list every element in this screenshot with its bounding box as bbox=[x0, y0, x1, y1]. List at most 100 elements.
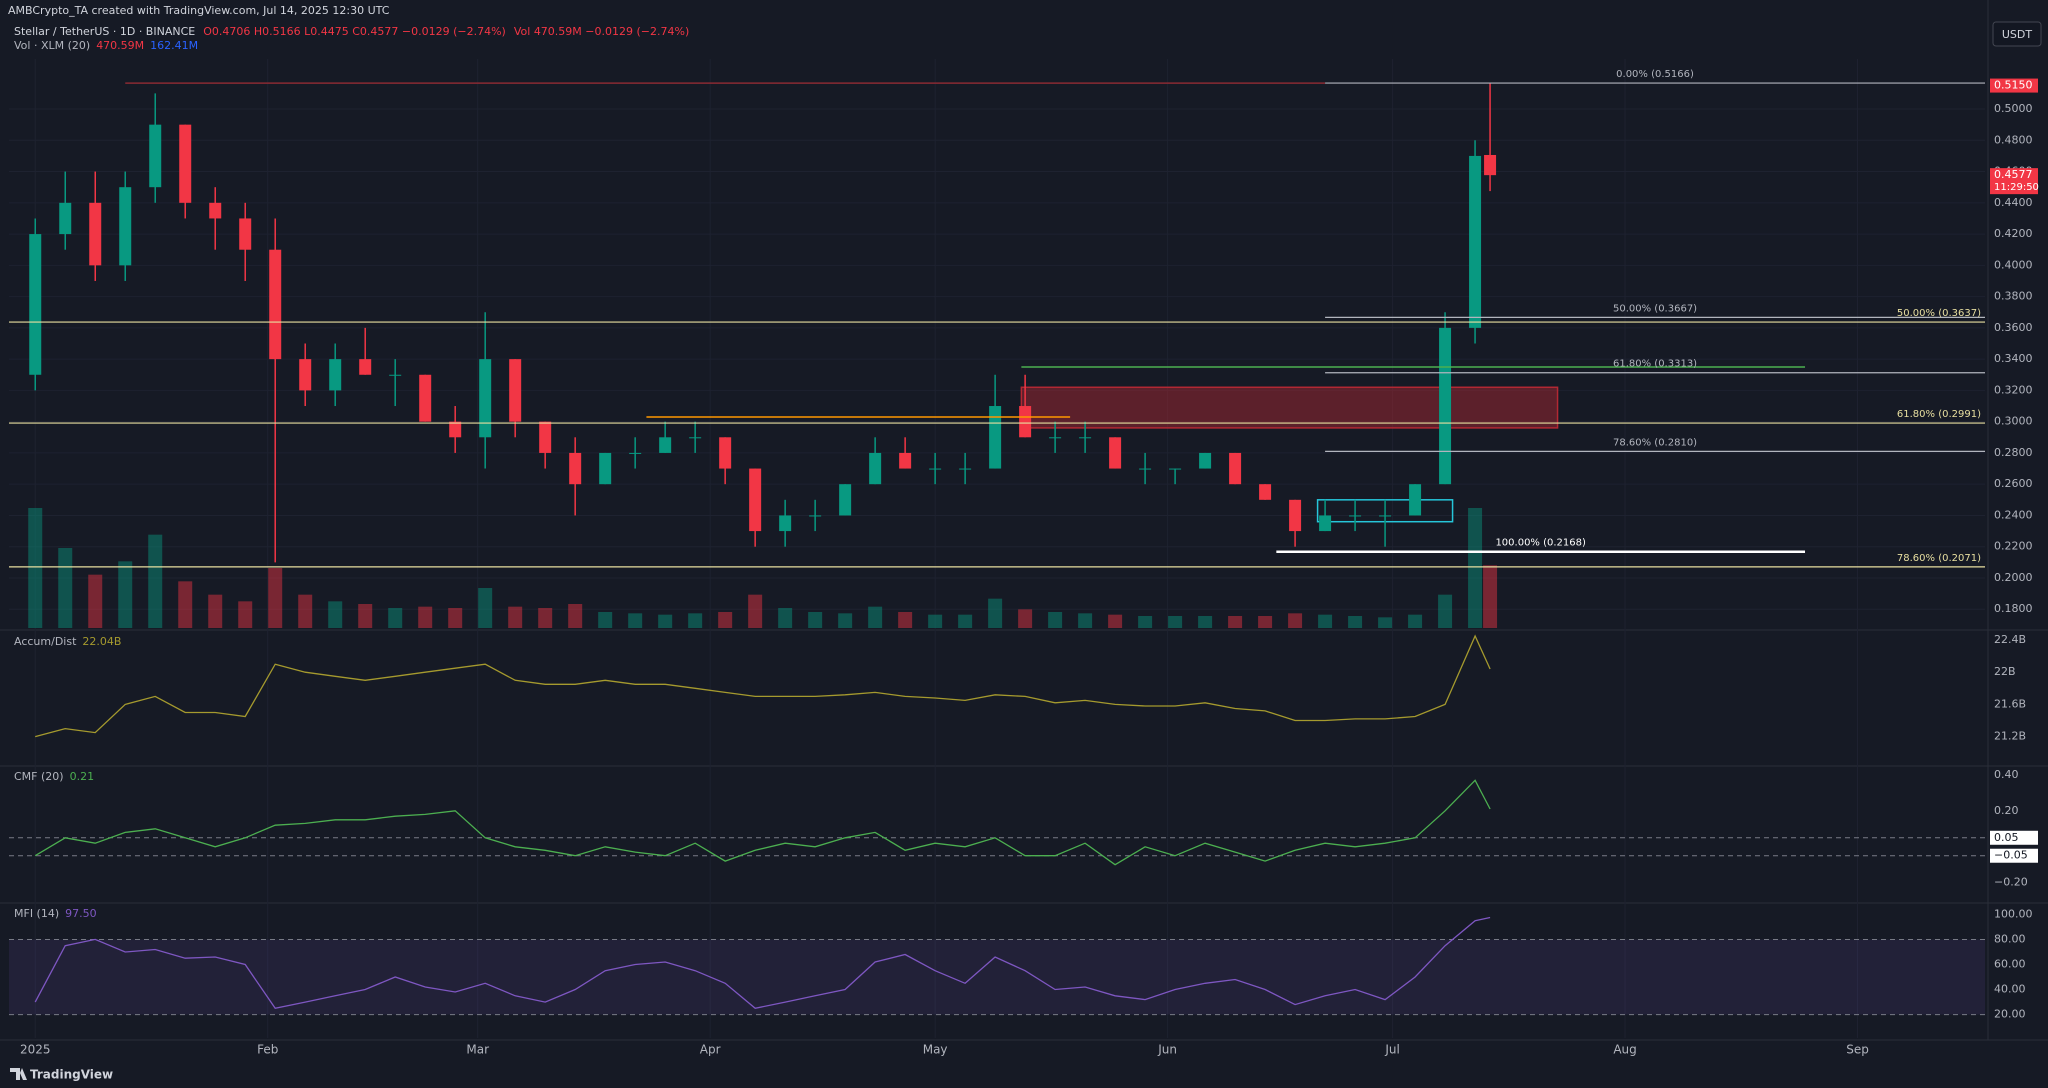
volume-bar bbox=[268, 568, 283, 628]
candle-body bbox=[1109, 437, 1122, 469]
volume-bar bbox=[358, 604, 373, 628]
volume-ma-value: 162.41M bbox=[150, 39, 198, 52]
y-tick-label: 100.00 bbox=[1994, 907, 2033, 920]
zone bbox=[1020, 386, 1559, 429]
x-tick-label: Jun bbox=[1157, 1043, 1177, 1057]
indicator-title: Accum/Dist bbox=[14, 635, 77, 648]
candle-body bbox=[1049, 437, 1062, 439]
y-tick-label: 0.4800 bbox=[1994, 133, 2033, 146]
y-tick-label: 20.00 bbox=[1994, 1008, 2026, 1021]
volume-bar bbox=[778, 608, 793, 628]
volume-bar bbox=[328, 601, 343, 628]
indicator-value: 97.50 bbox=[65, 907, 97, 920]
volume-bar bbox=[298, 594, 313, 628]
candle-body bbox=[539, 421, 552, 453]
volume-bar bbox=[628, 613, 643, 628]
candle-body bbox=[1379, 515, 1392, 517]
y-tick-label: 0.2400 bbox=[1994, 508, 2033, 521]
y-tick-label: 0.1800 bbox=[1994, 602, 2033, 615]
volume-bar bbox=[1318, 614, 1333, 628]
candle-body bbox=[929, 468, 942, 470]
credit: AMBCrypto_TA created with TradingView.co… bbox=[8, 4, 390, 17]
volume-bar bbox=[658, 614, 673, 628]
y-tick-label: 0.5000 bbox=[1994, 102, 2033, 115]
currency-button[interactable] bbox=[1992, 21, 2042, 47]
x-tick-label: 2025 bbox=[20, 1043, 51, 1057]
y-tick-label: 40.00 bbox=[1994, 983, 2026, 996]
volume-bar bbox=[1483, 565, 1498, 628]
indicator-title: MFI (14) bbox=[14, 907, 59, 920]
candle-body bbox=[749, 468, 762, 532]
candle-body bbox=[1199, 452, 1212, 469]
x-tick-label: Apr bbox=[700, 1043, 721, 1057]
y-tick-label: 0.3400 bbox=[1994, 352, 2033, 365]
currency[interactable]: USDT bbox=[2002, 28, 2033, 41]
candle-body bbox=[1169, 468, 1182, 470]
band-badge bbox=[1990, 848, 2038, 863]
candle-body bbox=[1349, 515, 1362, 517]
candle-body bbox=[989, 406, 1002, 469]
volume-bar bbox=[448, 608, 463, 628]
y-tick-label: 0.2600 bbox=[1994, 477, 2033, 490]
x-tick-label: Sep bbox=[1846, 1043, 1869, 1057]
candle-body bbox=[359, 359, 372, 375]
candle-body bbox=[1289, 499, 1302, 532]
volume-bar bbox=[868, 606, 883, 628]
volume-bar bbox=[1198, 616, 1213, 628]
price-badge bbox=[1990, 78, 2038, 93]
price-badge bbox=[1990, 168, 2038, 195]
logo bbox=[10, 1068, 27, 1080]
y-tick-label: 0.3000 bbox=[1994, 415, 2033, 428]
x-tick-label: Jul bbox=[1384, 1043, 1399, 1057]
price-badge-label: 0.5150 bbox=[1994, 79, 2033, 92]
y-tick-label: 0.2200 bbox=[1994, 540, 2033, 553]
volume-bar bbox=[508, 606, 523, 628]
band-label: 0.05 bbox=[1994, 831, 2019, 844]
volume-legend-value: 470.59M bbox=[96, 39, 144, 52]
volume-bar bbox=[208, 594, 223, 628]
y-tick-label: 80.00 bbox=[1994, 932, 2026, 945]
symbol: Stellar / TetherUS · 1D · BINANCE bbox=[14, 25, 195, 38]
fib-label: 50.00% (0.3667) bbox=[1613, 303, 1697, 314]
volume-bar bbox=[808, 612, 823, 628]
y-tick-label: 21.6B bbox=[1994, 697, 2026, 710]
band-label: −0.05 bbox=[1994, 849, 2028, 862]
candle-body bbox=[869, 452, 882, 485]
candle-body bbox=[479, 359, 492, 438]
candle-body bbox=[29, 234, 42, 375]
y-tick-label: 60.00 bbox=[1994, 957, 2026, 970]
candle-body bbox=[1019, 406, 1032, 438]
volume-bar bbox=[418, 606, 433, 628]
volume-bar bbox=[88, 574, 103, 628]
indicator-title: CMF (20) bbox=[14, 770, 64, 783]
volume-bar bbox=[58, 548, 73, 628]
indicator-line bbox=[34, 916, 1491, 1010]
candle-body bbox=[179, 124, 192, 203]
price-badge-label: 0.4577 bbox=[1994, 168, 2033, 181]
candle-body bbox=[599, 452, 612, 485]
candle-body bbox=[509, 359, 522, 422]
fib-label: 61.80% (0.3313) bbox=[1613, 359, 1697, 370]
candle-body bbox=[659, 437, 672, 453]
candle-body bbox=[299, 359, 312, 391]
fib-label: 78.60% (0.2810) bbox=[1613, 437, 1697, 448]
volume-bar bbox=[598, 612, 613, 628]
y-tick-label: 0.2800 bbox=[1994, 446, 2033, 459]
candle-body bbox=[269, 249, 282, 360]
y-tick-label: 0.4400 bbox=[1994, 196, 2033, 209]
candle-body bbox=[1439, 327, 1452, 485]
volume-bar bbox=[388, 608, 403, 628]
footer-brand: TradingView bbox=[30, 1068, 113, 1082]
volume-bar bbox=[1048, 612, 1063, 628]
volume-bar bbox=[1018, 609, 1033, 628]
volume-bar bbox=[1348, 616, 1363, 628]
y-tick-label: −0.20 bbox=[1994, 876, 2028, 889]
candle-body bbox=[1079, 437, 1092, 439]
volume-bar bbox=[238, 601, 253, 628]
candle-body bbox=[1409, 484, 1422, 516]
y-tick-label: 22.4B bbox=[1994, 633, 2026, 646]
y-tick-label: 0.2000 bbox=[1994, 571, 2033, 584]
volume-bar bbox=[838, 613, 853, 628]
volume-legend: Vol · XLM (20) bbox=[14, 39, 90, 52]
